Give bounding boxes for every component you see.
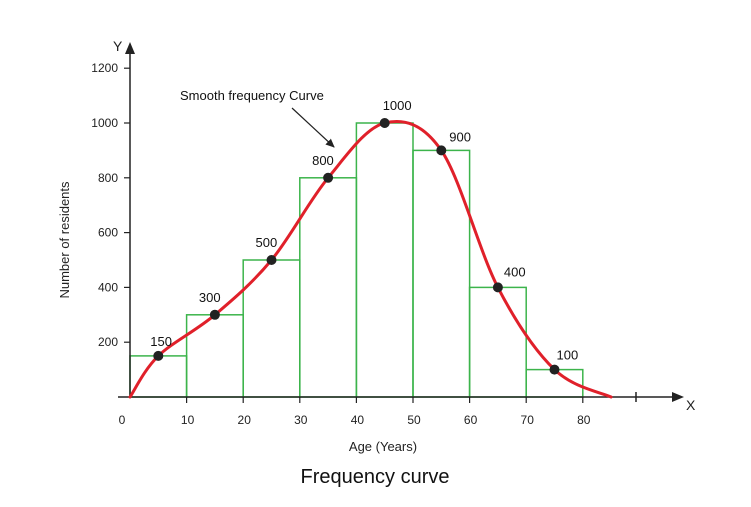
y-axis-title: Number of residents <box>57 181 72 299</box>
x-tick-label: 0 <box>119 413 126 427</box>
histogram-bar <box>355 122 414 398</box>
y-tick-label: 200 <box>98 335 118 349</box>
histogram-bar <box>185 314 244 398</box>
y-axis-letter: Y <box>113 38 123 54</box>
data-label: 100 <box>557 348 579 363</box>
data-point <box>209 309 220 320</box>
histogram-bar <box>299 177 358 398</box>
curve-annotation: Smooth frequency Curve <box>180 88 324 103</box>
data-point <box>323 172 334 183</box>
frequency-curve <box>128 119 613 399</box>
data-label: 1000 <box>383 98 412 113</box>
histogram-bar <box>129 355 188 398</box>
data-label: 150 <box>150 334 172 349</box>
y-tick-label: 600 <box>98 226 118 240</box>
data-point <box>266 255 277 265</box>
histogram-bar <box>412 149 471 398</box>
annotation-arrow <box>291 107 335 148</box>
data-point <box>153 350 164 361</box>
x-tick-label: 70 <box>521 413 535 427</box>
y-tick-label: 1200 <box>91 61 118 75</box>
y-tick-label: 1000 <box>91 116 118 130</box>
data-label: 900 <box>449 129 471 144</box>
data-point <box>549 364 560 375</box>
y-tick-label: 800 <box>98 171 118 185</box>
x-tick-label: 50 <box>407 413 421 427</box>
data-label: 500 <box>256 235 278 250</box>
x-tick-label: 80 <box>577 413 591 427</box>
data-label: 300 <box>199 290 221 305</box>
y-axis-arrow <box>125 42 135 54</box>
data-label: 800 <box>312 153 334 168</box>
x-tick-label: 20 <box>238 413 252 427</box>
data-point <box>492 282 503 293</box>
x-tick-label: 60 <box>464 413 478 427</box>
y-tick-label: 400 <box>98 280 118 294</box>
data-label: 400 <box>504 264 526 279</box>
histogram-bar <box>468 286 527 398</box>
x-axis-title: Age (Years) <box>349 439 417 454</box>
data-point <box>379 118 390 128</box>
x-axis-arrow <box>672 392 684 402</box>
chart-caption: Frequency curve <box>301 466 450 488</box>
x-axis-letter: X <box>686 397 696 413</box>
x-tick-label: 30 <box>294 413 308 427</box>
x-tick-label: 10 <box>181 413 195 427</box>
data-point <box>436 145 447 156</box>
x-tick-label: 40 <box>351 413 365 427</box>
